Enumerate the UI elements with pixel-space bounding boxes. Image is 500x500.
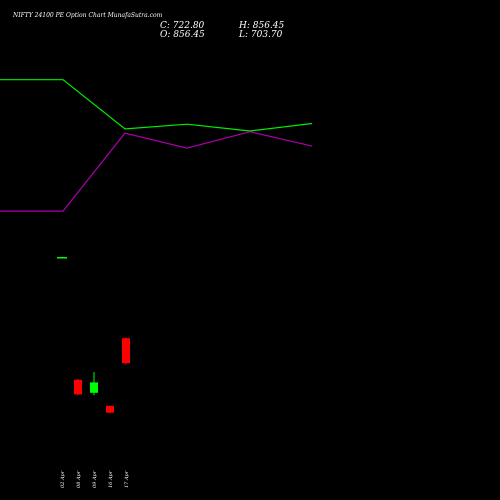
x-tick-label: 17 Apr bbox=[124, 470, 130, 488]
candle-body bbox=[122, 338, 130, 364]
candle-body bbox=[57, 257, 67, 259]
candle-3 bbox=[106, 405, 114, 414]
candle-4 bbox=[122, 337, 130, 365]
candle-1 bbox=[74, 378, 82, 396]
green-indicator-line bbox=[0, 79, 313, 132]
candle-2 bbox=[90, 372, 98, 396]
candles bbox=[57, 257, 130, 414]
x-axis-ticks: 02 Apr 08 Apr 09 Apr 16 Apr 17 Apr bbox=[60, 470, 130, 488]
high-value: H: 856.45 bbox=[238, 21, 285, 31]
candle-body bbox=[74, 379, 82, 395]
candle-body bbox=[90, 382, 98, 393]
low-value: L: 703.70 bbox=[238, 30, 283, 40]
indicator-lines bbox=[0, 79, 313, 212]
magenta-indicator-line bbox=[0, 131, 313, 212]
x-tick-label: 02 Apr bbox=[60, 470, 66, 488]
candle-0 bbox=[57, 257, 67, 259]
x-tick-label: 16 Apr bbox=[108, 470, 114, 488]
candle-body bbox=[106, 405, 114, 413]
x-tick-label: 08 Apr bbox=[76, 470, 82, 488]
open-value: O: 856.45 bbox=[160, 30, 205, 40]
x-tick-label: 09 Apr bbox=[92, 470, 98, 488]
chart-title: NIFTY 24100 PE Option Chart MunafaSutra.… bbox=[12, 12, 163, 19]
close-value: C: 722.80 bbox=[160, 21, 205, 31]
